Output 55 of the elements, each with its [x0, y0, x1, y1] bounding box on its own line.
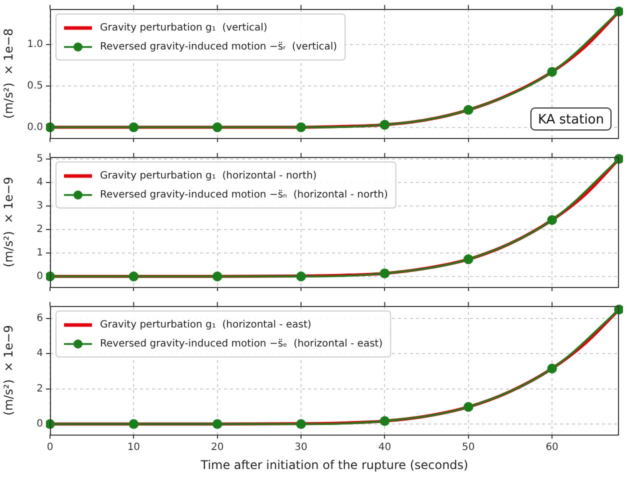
x-tick-label: 50: [462, 442, 475, 454]
y-axis-title: (m/s²) × 1e−9: [1, 325, 16, 416]
y-tick-label: 4: [36, 348, 43, 360]
point: [380, 268, 390, 278]
point: [46, 272, 55, 282]
x-axis-title: Time after initiation of the rupture (seconds): [200, 458, 468, 472]
point: [380, 120, 390, 130]
x-tick-label: 20: [210, 442, 224, 454]
point: [296, 272, 306, 282]
y-axis-title: (m/s²) × 1e−8: [1, 28, 16, 119]
point: [463, 254, 474, 264]
x-tick-label: 30: [294, 442, 308, 454]
point: [296, 122, 306, 132]
y-tick-label: 1.0: [27, 39, 43, 50]
y-tick-label: 3: [36, 200, 43, 212]
legend-label: Gravity perturbation g₁ (horizontal - north): [100, 170, 317, 182]
point: [46, 122, 55, 132]
x-tick-label: 60: [546, 442, 558, 454]
point: [614, 6, 623, 16]
point: [614, 154, 623, 164]
point: [463, 104, 474, 115]
y-tick-label: 0.5: [27, 80, 43, 92]
y-tick-label: 5: [36, 153, 43, 164]
x-tick-label: 40: [378, 442, 392, 454]
point: [128, 419, 139, 429]
y-tick-label: 2: [36, 224, 43, 235]
point: [547, 215, 557, 225]
point: [128, 122, 139, 132]
legend-label: Reversed gravity-induced motion −s̈ₙ (horizontal - north): [100, 190, 388, 201]
legend-label: Gravity perturbation g₁ (vertical): [100, 22, 268, 34]
y-axis-title: (m/s²) × 1e−9: [1, 176, 16, 268]
legend-label: Reversed gravity-induced motion −s̈ₑ (horizontal - east): [100, 338, 383, 350]
y-tick-label: 0: [36, 271, 43, 282]
point: [212, 122, 222, 132]
point: [614, 304, 623, 314]
point: [547, 364, 557, 374]
y-tick-label: 2: [36, 383, 43, 394]
point: [547, 66, 557, 77]
y-tick-label: 6: [36, 312, 43, 324]
y-tick-label: 0.0: [27, 122, 43, 133]
point: [128, 272, 139, 282]
point: [463, 402, 474, 412]
y-tick-label: 1: [36, 248, 43, 259]
x-tick-label: 10: [127, 442, 140, 454]
point: [296, 419, 306, 429]
x-tick-label: 0: [46, 442, 54, 454]
point: [212, 272, 222, 282]
point: [212, 419, 222, 429]
annotation: KA station: [538, 112, 604, 128]
legend-label: Gravity perturbation g₁ (horizontal - east): [100, 320, 312, 331]
point: [46, 419, 55, 429]
y-tick-label: 4: [36, 176, 43, 188]
legend-label: Reversed gravity-induced motion −s̈ᵣ (vertical): [100, 42, 338, 53]
point: [380, 416, 390, 426]
y-tick-label: 0: [36, 418, 43, 430]
